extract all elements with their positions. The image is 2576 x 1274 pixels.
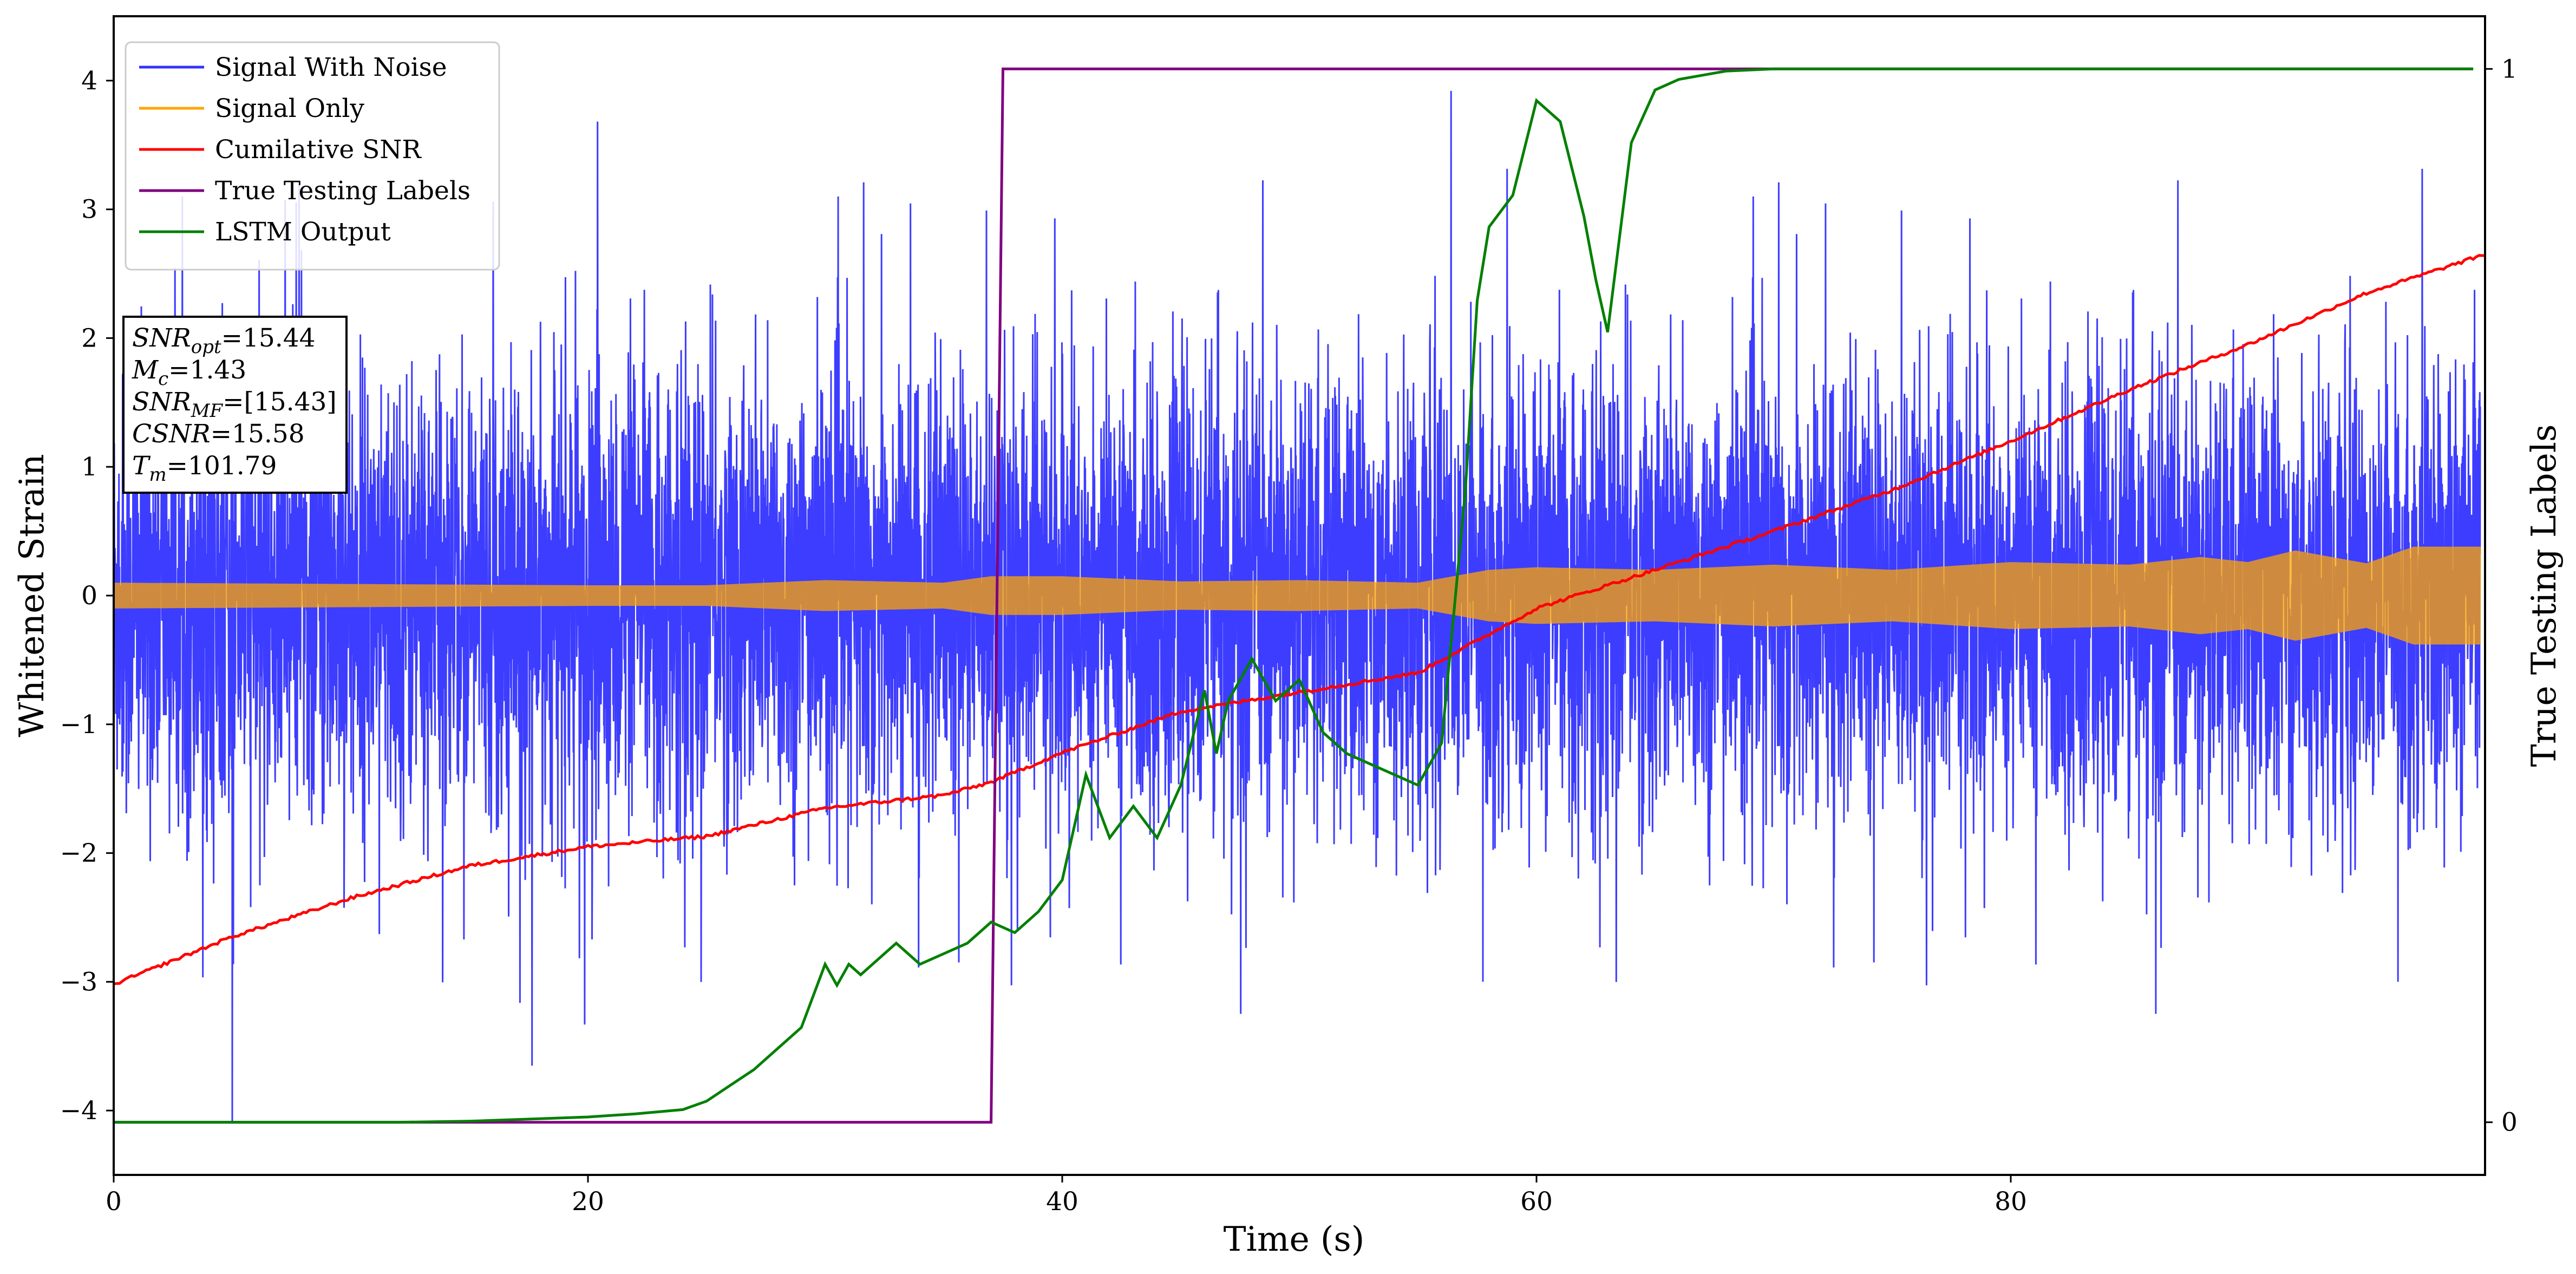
x-tick-label: 0 xyxy=(106,1187,122,1217)
legend-label: True Testing Labels xyxy=(215,176,470,206)
y-tick-label: −3 xyxy=(60,967,97,997)
info-box: SNRopt=15.44Mc=1.43SNRMF=[15.43]CSNR=15.… xyxy=(122,316,348,494)
legend-frame xyxy=(125,41,500,271)
x-tick-label: 40 xyxy=(1046,1187,1078,1217)
series-lstm-output xyxy=(114,67,2474,1124)
series-cumilative-snr xyxy=(114,254,2485,985)
legend: Signal With Noise Signal Only Cumilative S… xyxy=(125,41,500,271)
info-box-frame xyxy=(122,316,348,494)
x-axis-label: Time (s) xyxy=(1224,1219,1365,1259)
y2-tick-label: 0 xyxy=(2501,1108,2518,1138)
series-layer xyxy=(114,67,2485,1124)
info-line: SNRMF=[15.43] xyxy=(132,387,337,422)
legend-label: Signal Only xyxy=(215,94,364,123)
y-tick-label: 4 xyxy=(81,66,97,96)
legend-label: Cumilative SNR xyxy=(215,135,422,165)
series-true-testing-labels xyxy=(114,67,2474,1124)
info-line: Tm=101.79 xyxy=(132,451,277,486)
legend-label: Signal With Noise xyxy=(215,53,447,82)
x-tick-label: 80 xyxy=(1995,1187,2027,1217)
y-tick-label: 2 xyxy=(81,323,97,353)
y-tick-label: 3 xyxy=(81,195,97,225)
y2-tick-label: 1 xyxy=(2501,54,2518,84)
info-line: SNRopt=15.44 xyxy=(132,323,316,358)
info-line: CSNR=15.58 xyxy=(132,419,305,449)
y-tick-label: −1 xyxy=(60,710,97,740)
x-axis: 0 20 40 60 80 xyxy=(106,1175,2027,1217)
y-tick-label: 1 xyxy=(81,452,97,482)
series-signal-only xyxy=(114,546,2481,645)
y-tick-label: −2 xyxy=(60,839,97,868)
x-tick-label: 60 xyxy=(1520,1187,1553,1217)
x-tick-label: 20 xyxy=(572,1187,604,1217)
y-tick-label: −4 xyxy=(60,1096,97,1126)
y-tick-label: 0 xyxy=(81,581,97,611)
y-axis: −4 −3 −2 −1 0 1 2 3 4 xyxy=(60,66,114,1126)
y-axis-label: Whitened Strain xyxy=(12,454,51,737)
legend-label: LSTM Output xyxy=(215,217,391,247)
info-line: Mc=1.43 xyxy=(132,355,246,390)
y2-axis: 01 xyxy=(2485,54,2518,1138)
y2-axis-label: True Testing Labels xyxy=(2524,424,2564,767)
